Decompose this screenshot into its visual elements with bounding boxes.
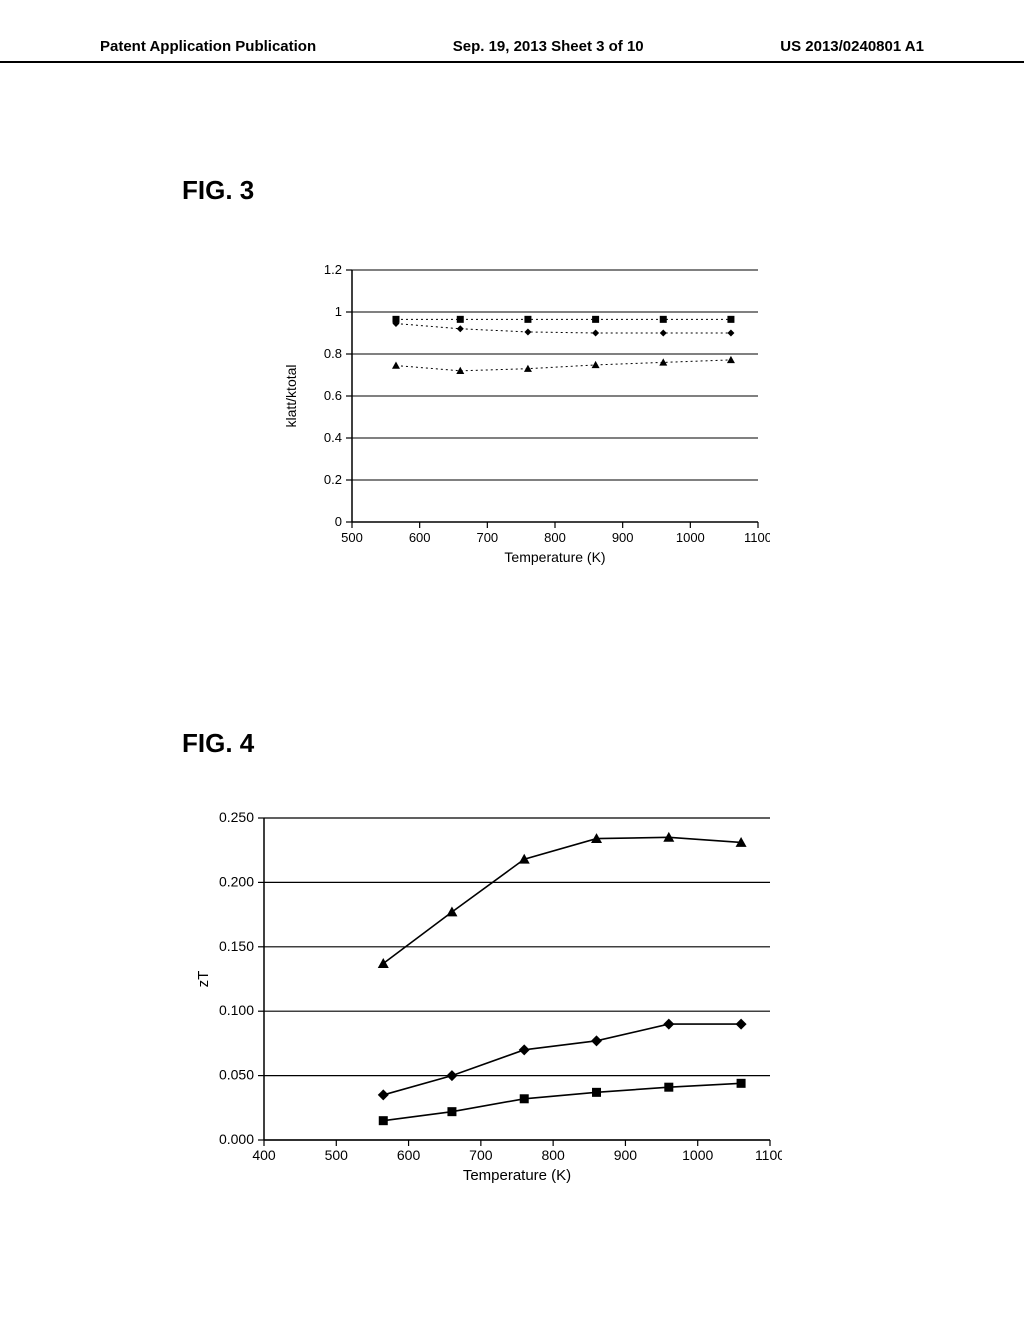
svg-text:klatt/ktotal: klatt/ktotal [283,364,299,427]
svg-text:0.8: 0.8 [324,346,342,361]
svg-text:900: 900 [612,530,634,545]
header-center: Sep. 19, 2013 Sheet 3 of 10 [453,38,644,55]
page-header: Patent Application Publication Sep. 19, … [0,38,1024,63]
fig3-svg: 500 600 700 800 900 1000 1100 0 0.2 0.4 0.6 0.8 1 1.2… [280,262,770,572]
svg-text:700: 700 [469,1147,493,1163]
fig4-svg: 400 500 600 700 800 900 1000 1100 0.000 0.050 0.10… [192,810,782,1190]
svg-text:0.150: 0.150 [219,938,254,954]
svg-text:zT: zT [195,971,212,988]
svg-text:500: 500 [341,530,363,545]
fig3-chart: 500 600 700 800 900 1000 1100 0 0.2 0.4 0.6 0.8 1 1.2… [280,262,770,572]
svg-text:0.2: 0.2 [324,472,342,487]
svg-text:900: 900 [614,1147,638,1163]
svg-text:800: 800 [544,530,566,545]
svg-text:800: 800 [541,1147,565,1163]
header-left: Patent Application Publication [100,38,316,55]
svg-text:1100: 1100 [755,1147,782,1163]
svg-text:600: 600 [397,1147,421,1163]
svg-text:0.250: 0.250 [219,810,254,825]
fig4-chart: 400 500 600 700 800 900 1000 1100 0.000 0.050 0.10… [192,810,782,1190]
svg-text:1: 1 [335,304,342,319]
svg-text:0.6: 0.6 [324,388,342,403]
svg-text:500: 500 [325,1147,349,1163]
svg-text:Temperature (K): Temperature (K) [463,1167,571,1184]
svg-text:400: 400 [252,1147,276,1163]
svg-text:0.200: 0.200 [219,873,254,889]
svg-text:0: 0 [335,514,342,529]
svg-text:1.2: 1.2 [324,262,342,277]
svg-text:1000: 1000 [676,530,705,545]
svg-text:1100: 1100 [744,530,770,545]
svg-text:0.4: 0.4 [324,430,342,445]
svg-text:0.100: 0.100 [219,1002,254,1018]
svg-text:1000: 1000 [682,1147,713,1163]
svg-text:0.000: 0.000 [219,1131,254,1147]
svg-text:Temperature (K): Temperature (K) [504,549,605,565]
header-right: US 2013/0240801 A1 [780,38,924,55]
fig3-label: FIG. 3 [182,175,254,206]
fig4-label: FIG. 4 [182,728,254,759]
svg-text:700: 700 [476,530,498,545]
svg-text:600: 600 [409,530,431,545]
svg-text:0.050: 0.050 [219,1067,254,1083]
